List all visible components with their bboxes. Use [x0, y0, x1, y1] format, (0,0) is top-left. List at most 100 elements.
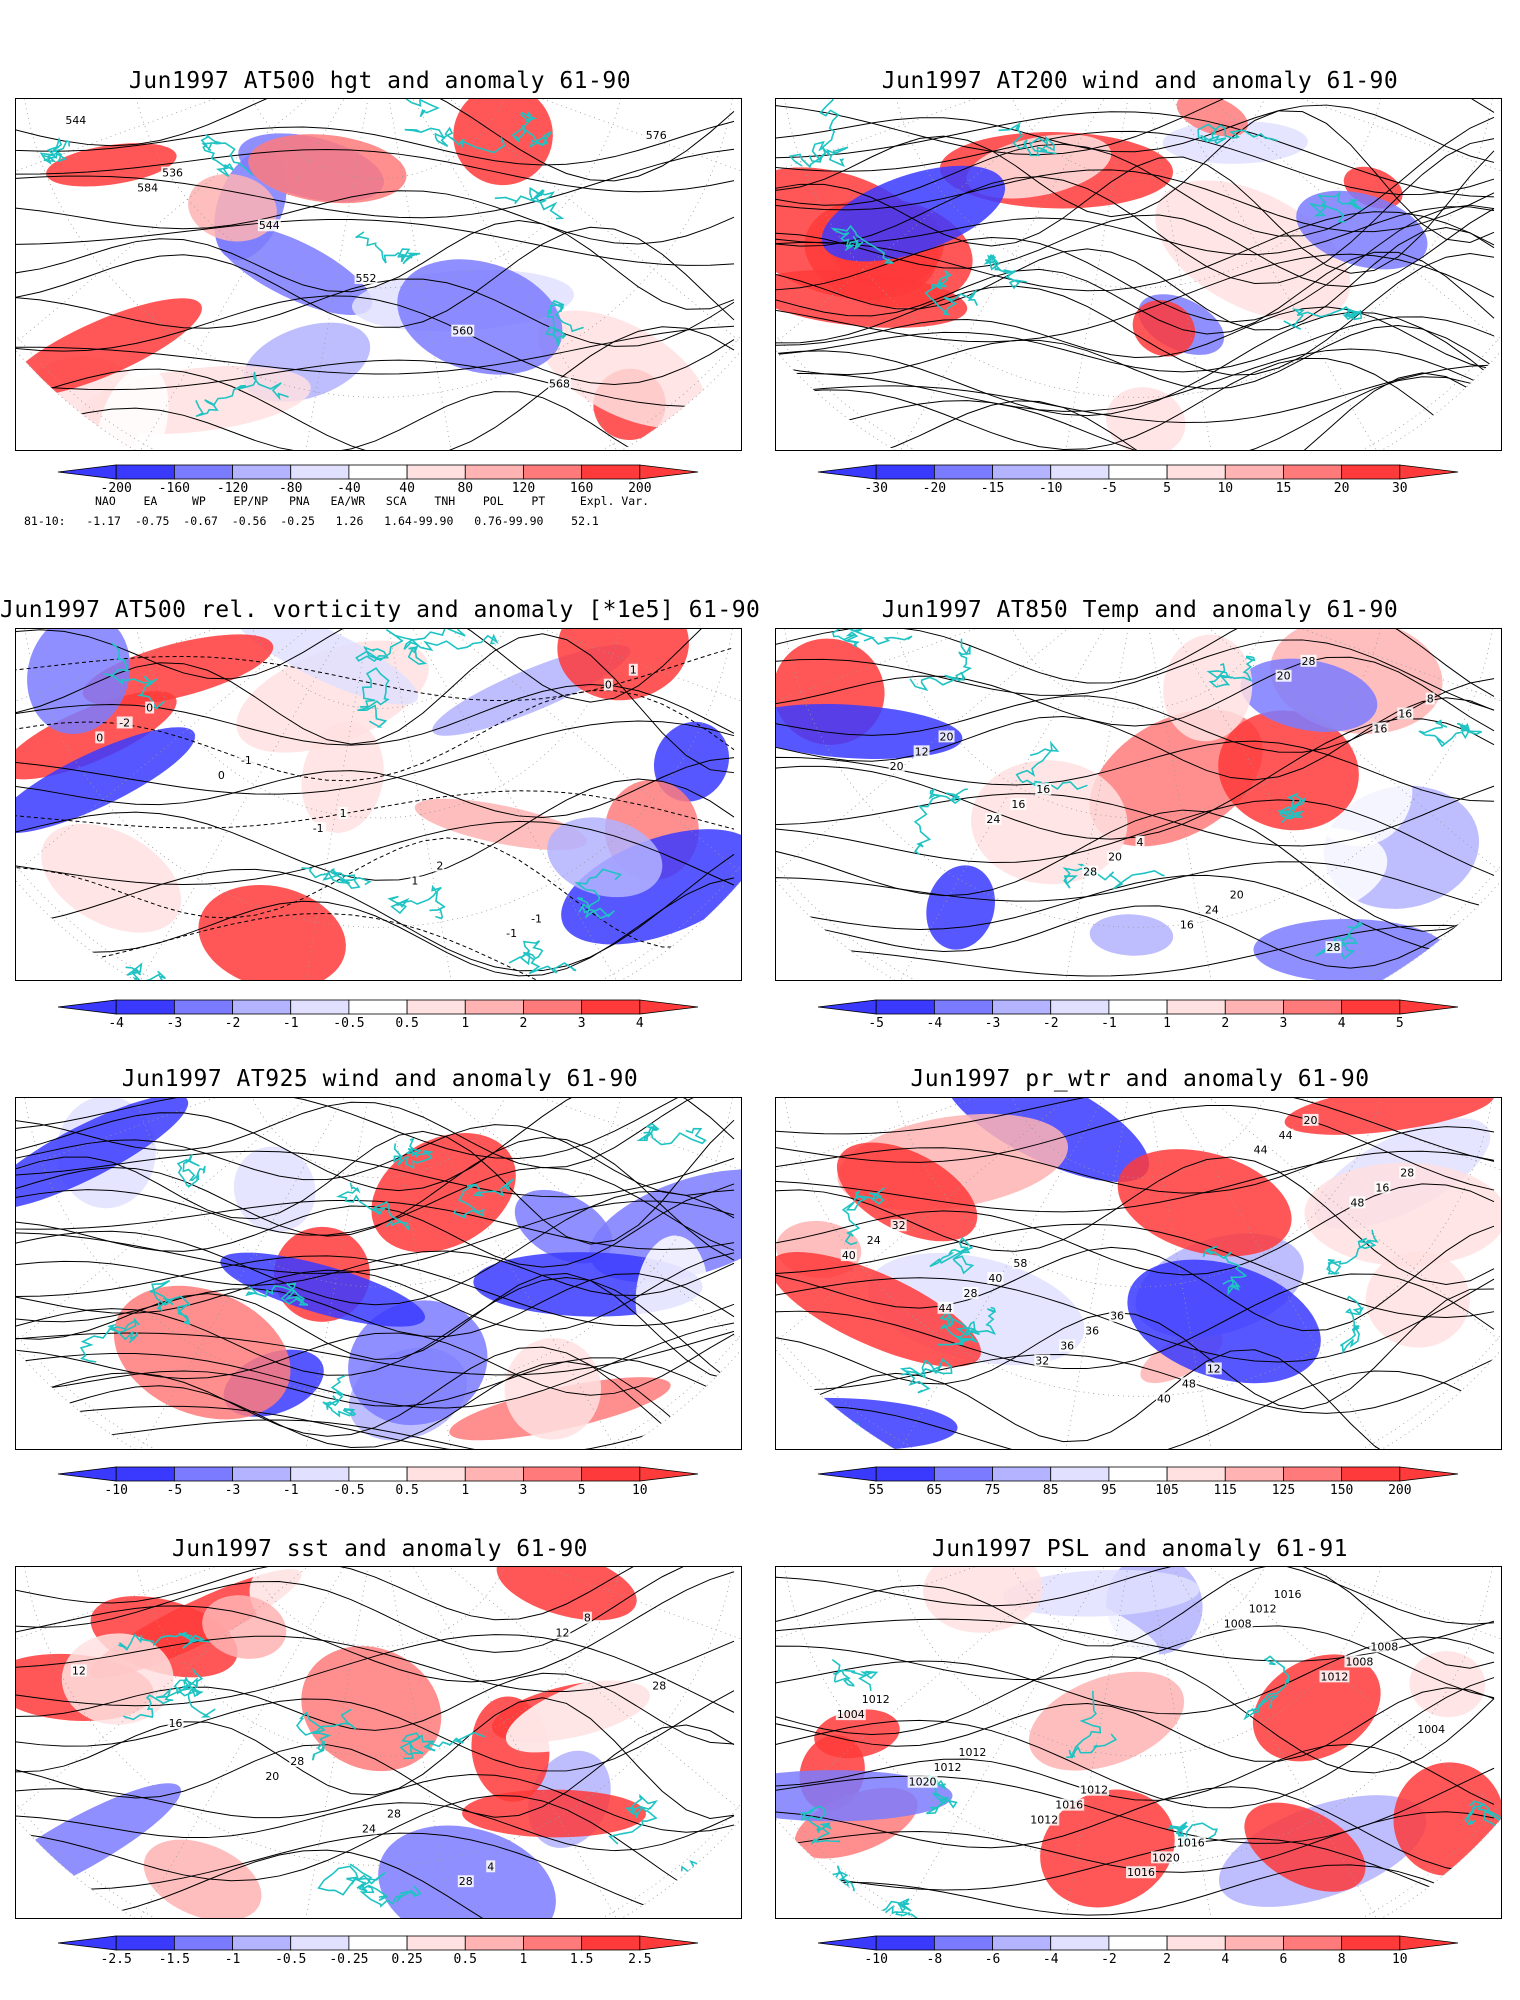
contour-line — [16, 1567, 735, 1653]
anomaly-blob — [1163, 634, 1253, 742]
contour-label: 20 — [890, 760, 904, 773]
contour-line — [776, 1225, 1495, 1332]
contour-line — [16, 1098, 735, 1192]
colorbar-tick: 105 — [1155, 1483, 1179, 1498]
coastline — [832, 629, 913, 648]
contour-line — [776, 1864, 1495, 1916]
contour-line — [16, 1166, 735, 1251]
tele-header-pol: POL — [482, 494, 504, 508]
coastline — [357, 667, 390, 728]
coastline — [403, 633, 499, 665]
anomaly-blob — [1393, 1762, 1501, 1876]
contour-line — [16, 877, 735, 977]
contour-line — [16, 1276, 735, 1384]
panel-title-p2: Jun1997 AT200 wind and anomaly 61-90 — [881, 68, 1399, 94]
coastline — [574, 868, 623, 920]
anomaly-blob — [1286, 1372, 1393, 1449]
contour-line — [16, 120, 735, 166]
colorbar-p7: -2.5 -1.5 -1 -0.5 -0.25 0.25 0.5 1 1.5 2.5 — [57, 1935, 699, 1976]
colorbar-tick: -20 — [922, 481, 947, 496]
contour-label: 24 — [867, 1234, 881, 1247]
colorbar-tick: 3 — [519, 1483, 528, 1498]
contour-line — [776, 1370, 1495, 1449]
contour-line — [16, 1098, 735, 1159]
tele-val-eawr: 1.26 — [335, 514, 364, 528]
contour-line — [16, 359, 735, 407]
map-canvas-p7: 28 28 4 8 12 16 20 24 28 12 28 — [16, 1567, 741, 1918]
colorbar-tick: 1 — [519, 1952, 528, 1967]
colorbar-p4: -5 -4 -3 -2 -1 1 2 3 4 5 — [817, 999, 1459, 1040]
coastline — [1197, 123, 1279, 145]
colorbar-tick: -10 — [864, 1952, 888, 1967]
contour-line — [16, 1832, 735, 1918]
coastline — [173, 1676, 216, 1718]
contour-label: 24 — [1205, 903, 1219, 916]
colorbar-tick: -0.25 — [329, 1952, 369, 1967]
anomaly-blob — [27, 629, 131, 735]
contour-line — [776, 1183, 1495, 1276]
contour-line — [776, 204, 1495, 323]
contour-line — [776, 1618, 1495, 1662]
coastline — [1464, 1800, 1501, 1831]
anomaly-blob — [82, 634, 274, 706]
colorbar-tick: 150 — [1329, 1483, 1354, 1498]
contour-label: 1 — [340, 807, 347, 820]
colorbar-p1: -200 -160 -120 -80 -40 40 80 120 160 200 — [57, 464, 699, 505]
contour-label: 2 — [436, 860, 443, 873]
contour-line — [776, 904, 1495, 969]
contour-line — [16, 148, 735, 219]
coastline — [245, 1282, 309, 1306]
contour-label: 36 — [1085, 1325, 1099, 1338]
contour-line — [16, 1672, 735, 1745]
coastline — [831, 1659, 879, 1692]
contour-label: -1 — [506, 927, 517, 940]
colorbar-tick: 10 — [631, 1483, 648, 1498]
contour-line — [16, 1849, 735, 1918]
contour-line — [776, 364, 1495, 424]
coastline — [1202, 1245, 1248, 1296]
anomaly-blob — [505, 1672, 669, 1753]
contour-line — [776, 253, 1495, 343]
colorbar-tick: -1 — [282, 1016, 299, 1031]
contour-line — [16, 226, 735, 328]
anomaly-blob — [821, 165, 1006, 262]
anomaly-blob — [16, 727, 196, 834]
contour-label: -1 — [531, 912, 542, 925]
colorbar-tick: -3 — [984, 1016, 1001, 1031]
coastline — [841, 1187, 886, 1246]
coastline — [545, 299, 584, 347]
tele-header-tnh: TNH — [434, 494, 456, 508]
contour-line — [16, 1272, 735, 1381]
colorbar-tick: 1 — [461, 1483, 470, 1498]
contour-line — [776, 629, 1495, 697]
coastline — [998, 121, 1057, 157]
contour-label: 1020 — [1152, 1851, 1180, 1864]
contour-label: 40 — [842, 1249, 856, 1262]
anomaly-blob — [1284, 1098, 1495, 1135]
contour-line — [776, 1656, 1495, 1774]
contour-label: 1012 — [862, 1693, 890, 1706]
map-p2 — [775, 98, 1502, 451]
contour-label: 40 — [988, 1272, 1002, 1285]
coastline — [899, 1358, 953, 1394]
contour-label: 1 — [411, 875, 418, 888]
contour-label: 20 — [1108, 851, 1122, 864]
anomaly-blob — [1106, 387, 1186, 450]
coastline — [104, 642, 166, 710]
anomaly-blob — [923, 1567, 1043, 1633]
tele-header-wp: WP — [191, 494, 206, 508]
contour-line — [776, 697, 1495, 781]
contour-label: 28 — [290, 1755, 304, 1768]
contour-line — [776, 376, 1495, 450]
contour-line — [16, 1252, 735, 1332]
anomaly-blob — [776, 1770, 953, 1822]
coastline — [1015, 740, 1088, 791]
contour-line — [16, 790, 735, 830]
colorbar-tick: 2 — [519, 1016, 528, 1031]
colorbar-p8: -10 -8 -6 -4 -2 2 4 6 8 10 — [817, 1935, 1459, 1976]
tele-header-eawr: EA/WR — [330, 494, 366, 508]
coastline — [355, 629, 466, 663]
contour-line — [16, 1357, 735, 1407]
tele-header-pt: PT — [531, 494, 546, 508]
colorbar-tick: 160 — [569, 481, 594, 496]
